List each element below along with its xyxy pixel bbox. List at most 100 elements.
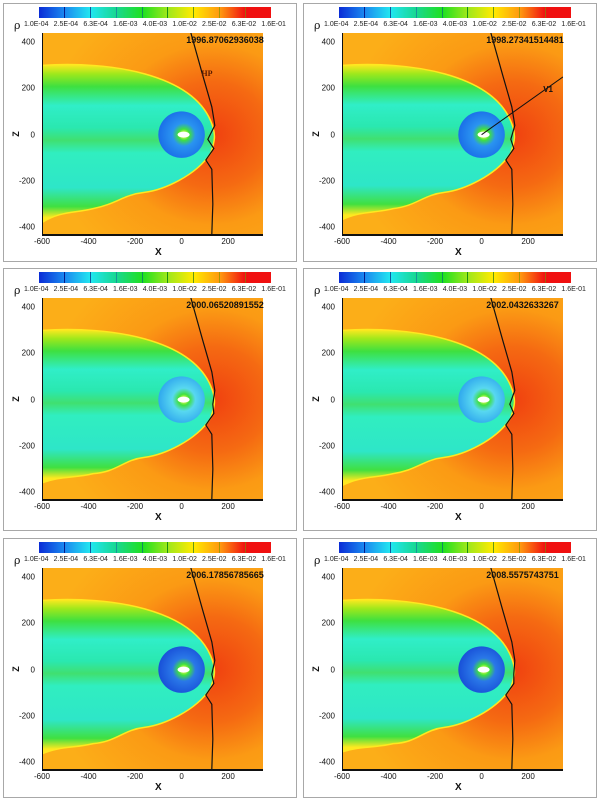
y-tick-label: 0 xyxy=(330,395,335,405)
x-tick-label: -400 xyxy=(380,772,397,781)
y-tick-label: 400 xyxy=(21,37,35,47)
x-tick-label: -400 xyxy=(80,502,97,511)
colorbar-tick-label: 6.3E-02 xyxy=(531,21,557,28)
colorbar-segment xyxy=(442,7,469,18)
colorbar-tick-label: 2.5E-04 xyxy=(53,21,79,28)
y-axis-label: Z xyxy=(310,395,321,402)
colorbar-segment xyxy=(442,272,469,283)
y-tick-label: 200 xyxy=(21,618,35,628)
colorbar-tick-labels: 1.0E-04 2.5E-04 6.3E-04 1.6E-03 4.0E-03 1.0E-… xyxy=(324,556,586,566)
colorbar-tick-label: 2.5E-04 xyxy=(353,286,379,293)
colorbar-segment xyxy=(520,272,547,283)
x-axis xyxy=(342,769,563,771)
x-axis-label: X xyxy=(154,512,162,523)
colorbar-segment xyxy=(339,272,365,283)
y-tick-label: 400 xyxy=(321,37,335,47)
colorbar-tick-label: 4.0E-03 xyxy=(142,21,168,28)
x-tick-label: -200 xyxy=(127,502,144,511)
x-tick-label: -600 xyxy=(33,237,51,246)
y-axis xyxy=(39,298,43,499)
colorbar-segment xyxy=(168,7,195,18)
colorbar-tick-label: 1.6E-01 xyxy=(261,286,286,293)
y-axis xyxy=(39,568,43,769)
colorbar-segment xyxy=(64,7,91,18)
colorbar-tick-label: 6.3E-02 xyxy=(531,286,557,293)
colorbar-segment xyxy=(364,272,391,283)
colorbar-segment xyxy=(468,542,495,553)
colorbar-tick-label: 1.6E-01 xyxy=(261,556,286,563)
x-axis-label: X xyxy=(454,512,462,523)
colorbar-tick-label: 6.3E-04 xyxy=(383,286,408,293)
colorbar-segment xyxy=(64,272,91,283)
x-tick-label: -200 xyxy=(427,772,444,781)
x-axis xyxy=(42,499,263,501)
colorbar-segment xyxy=(520,7,547,18)
y-tick-label: -400 xyxy=(18,487,35,497)
colorbar-tick-label: 4.0E-03 xyxy=(442,286,468,293)
colorbar-variable-label: ρ xyxy=(14,19,21,32)
colorbar-tick-label: 1.6E-03 xyxy=(413,286,438,293)
x-tick-label: 0 xyxy=(179,502,184,511)
colorbar-variable-label: ρ xyxy=(14,554,21,567)
colorbar-segment xyxy=(142,272,169,283)
colorbar-tick-labels: 1.0E-04 2.5E-04 6.3E-04 1.6E-03 4.0E-03 1.0E-… xyxy=(24,21,286,31)
plot-panel-5: ρ 1.0E-04 2.5E-04 6.3E-04 1.6E-03 4.0E-03 1.0… xyxy=(3,538,297,798)
x-tick-label: 0 xyxy=(479,772,484,781)
colorbar-tick-label: 6.3E-02 xyxy=(531,556,557,563)
colorbar-variable-label: ρ xyxy=(314,284,321,297)
colorbar xyxy=(339,7,572,18)
colorbar-tick-label: 1.6E-03 xyxy=(413,556,438,563)
colorbar-segment xyxy=(220,7,247,18)
colorbar-segment xyxy=(339,542,365,553)
colorbar-segment xyxy=(494,542,521,553)
colorbar-segment xyxy=(39,272,65,283)
x-axis xyxy=(342,499,563,501)
colorbar-tick-label: 6.3E-02 xyxy=(231,556,257,563)
x-axis xyxy=(342,234,563,236)
colorbar-tick-label: 6.3E-02 xyxy=(231,286,257,293)
colorbar-variable-label: ρ xyxy=(14,284,21,297)
x-axis-label: X xyxy=(154,247,162,258)
colorbar-segment xyxy=(390,7,417,18)
colorbar-tick-label: 4.0E-03 xyxy=(142,286,168,293)
y-tick-label: 200 xyxy=(321,618,335,628)
plot-panel-6: ρ 1.0E-04 2.5E-04 6.3E-04 1.6E-03 4.0E-03 1.0… xyxy=(303,538,597,798)
colorbar-segment xyxy=(39,7,65,18)
x-tick-label: -600 xyxy=(333,772,351,781)
y-tick-label: 0 xyxy=(330,130,335,140)
density-contour-plot xyxy=(342,568,563,769)
x-tick-label: 0 xyxy=(179,237,184,246)
y-axis xyxy=(339,33,343,234)
x-tick-label: -400 xyxy=(80,237,97,246)
colorbar-tick-label: 1.0E-02 xyxy=(472,286,497,293)
x-tick-label: -200 xyxy=(127,237,144,246)
colorbar-tick-label: 1.0E-02 xyxy=(472,556,497,563)
colorbar xyxy=(39,272,272,283)
x-tick-label: -600 xyxy=(33,502,51,511)
time-stamp: 1996.87062936038 xyxy=(186,35,264,45)
colorbar-variable-label: ρ xyxy=(314,19,321,32)
colorbar-tick-label: 2.5E-04 xyxy=(353,556,379,563)
colorbar-tick-label: 1.0E-02 xyxy=(172,286,197,293)
density-contour-plot xyxy=(42,33,263,234)
colorbar-tick-label: 2.5E-02 xyxy=(502,21,527,28)
y-tick-label: -400 xyxy=(318,487,335,497)
colorbar-segment xyxy=(390,542,417,553)
y-tick-label: 400 xyxy=(21,302,35,312)
y-tick-label: 400 xyxy=(321,302,335,312)
colorbar-tick-label: 2.5E-04 xyxy=(353,21,379,28)
y-tick-label: 200 xyxy=(21,348,35,358)
x-axis-label: X xyxy=(454,247,462,258)
colorbar-segment xyxy=(390,272,417,283)
colorbar-segment xyxy=(194,542,221,553)
x-tick-label: 0 xyxy=(479,237,484,246)
colorbar-tick-label: 1.6E-01 xyxy=(561,21,586,28)
colorbar-tick-label: 1.6E-03 xyxy=(113,556,138,563)
colorbar-segment xyxy=(116,272,143,283)
colorbar-segment xyxy=(142,542,169,553)
x-axis xyxy=(42,769,263,771)
y-tick-label: -400 xyxy=(318,757,335,767)
colorbar-tick-labels: 1.0E-04 2.5E-04 6.3E-04 1.6E-03 4.0E-03 1.0E-… xyxy=(324,286,586,296)
colorbar-tick-labels: 1.0E-04 2.5E-04 6.3E-04 1.6E-03 4.0E-03 1.0E-… xyxy=(24,556,286,566)
plot-panel-3: ρ 1.0E-04 2.5E-04 6.3E-04 1.6E-03 4.0E-03 1.0… xyxy=(3,268,297,531)
